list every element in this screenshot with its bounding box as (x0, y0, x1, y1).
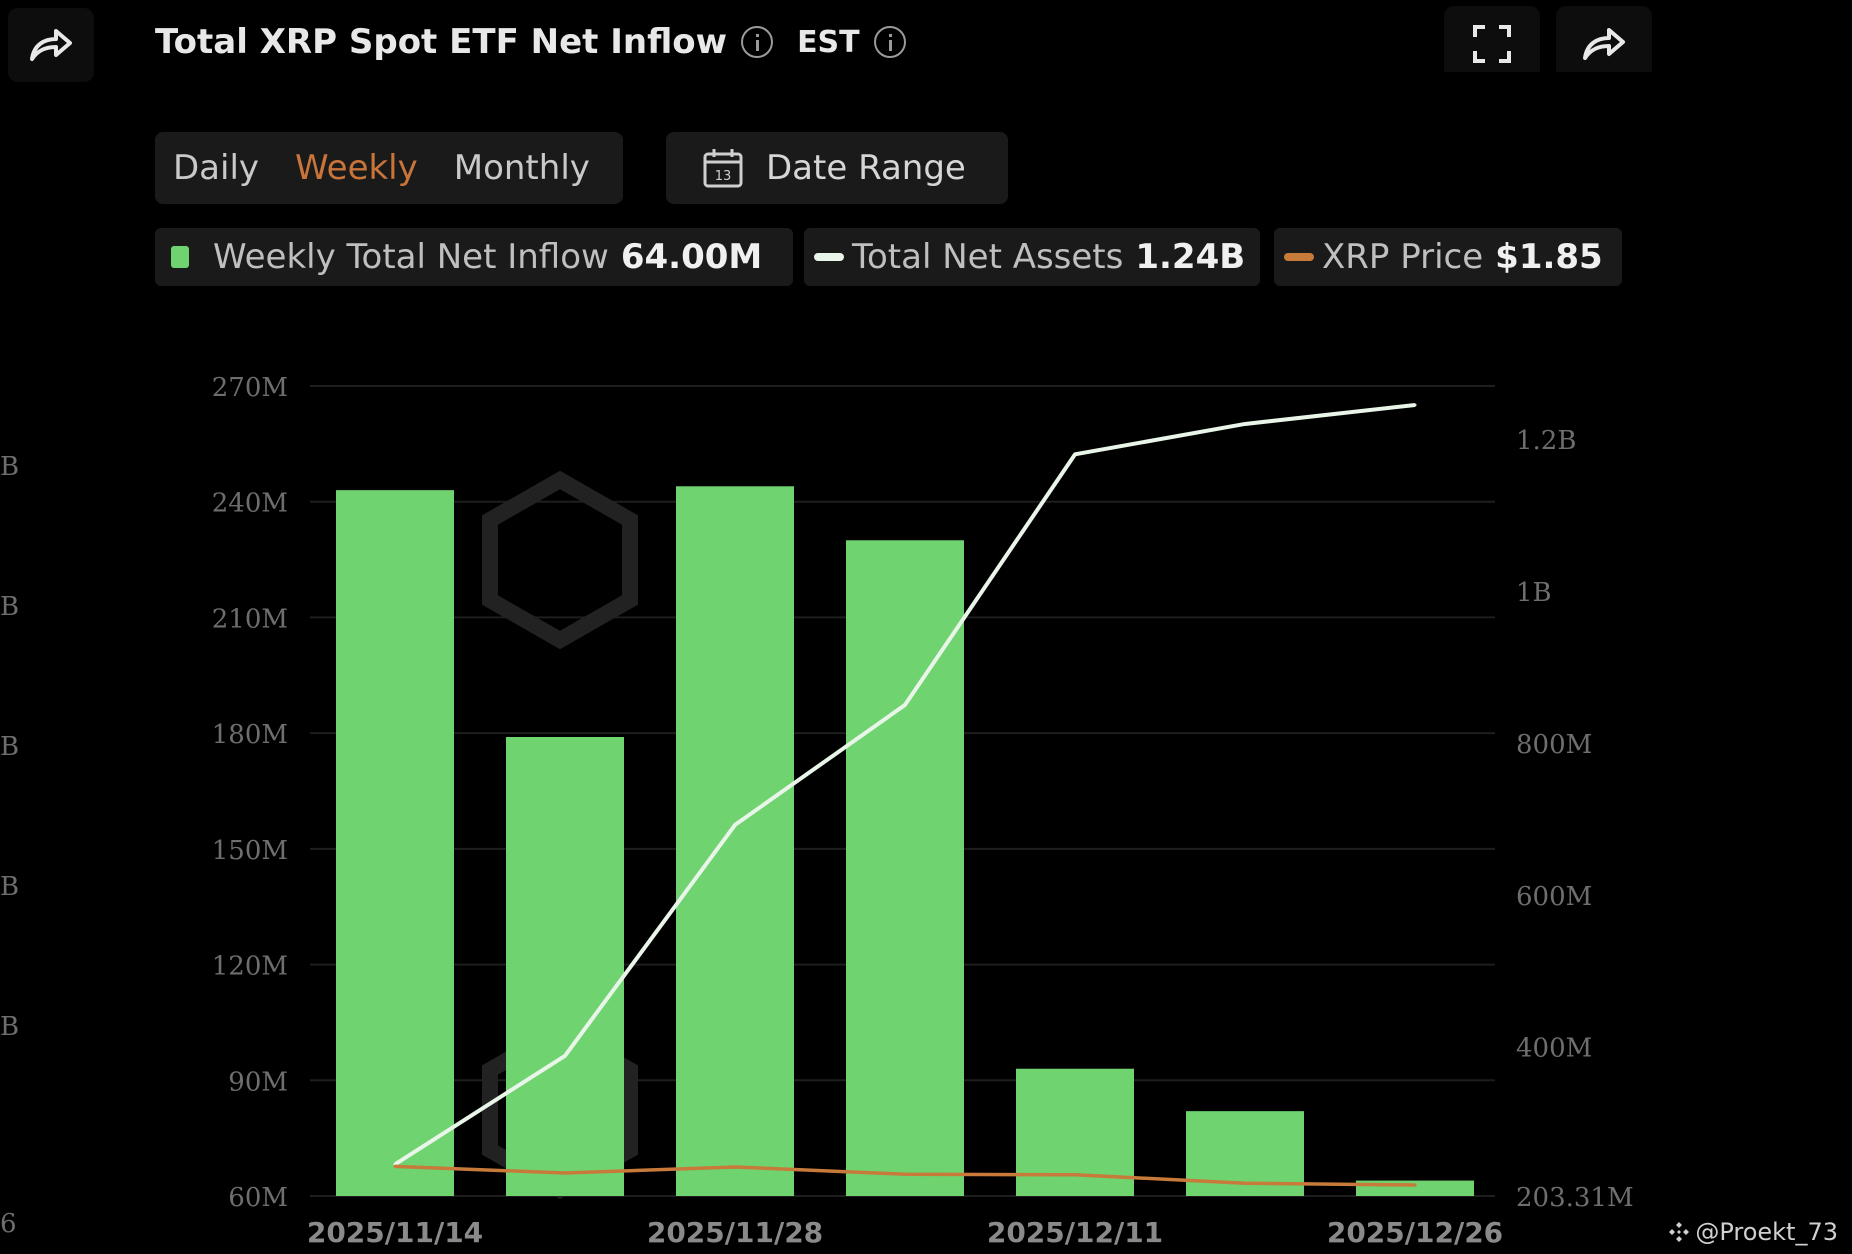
share-button-right[interactable] (1556, 6, 1652, 82)
redaction-block (1018, 72, 1836, 220)
legend-price[interactable]: XRP Price $1.85 (1274, 228, 1622, 286)
y-right-tick-label: 1B (1516, 578, 1552, 608)
inflow-bar (336, 490, 454, 1197)
y-right-tick-label: 800M (1516, 730, 1592, 760)
x-tick-label: 2025/11/14 (307, 1216, 483, 1249)
chart-title-row: Total XRP Spot ETF Net Inflow EST (155, 22, 906, 62)
tab-weekly[interactable]: Weekly (295, 148, 418, 188)
calendar-icon: 13 (703, 149, 743, 188)
edge-partial-label: 6 (0, 1209, 17, 1239)
y-left-tick-label: 90M (228, 1067, 288, 1097)
edge-partial-label: B (0, 872, 19, 902)
inflow-bar (676, 486, 794, 1196)
legend-price-label: XRP Price (1322, 237, 1484, 277)
legend-inflow-value: 64.00M (620, 237, 763, 277)
price-point (1073, 1173, 1077, 1177)
y-left-tick-label: 270M (212, 373, 288, 403)
assets-point (1413, 403, 1417, 407)
share-icon (1583, 28, 1625, 60)
date-range-button[interactable]: 13 Date Range (666, 132, 1008, 204)
fullscreen-button[interactable] (1444, 6, 1540, 82)
assets-point (1243, 422, 1247, 426)
legend-assets-label: Total Net Assets (852, 237, 1124, 277)
tab-daily[interactable]: Daily (173, 148, 260, 188)
inflow-bar (506, 737, 624, 1196)
inflow-bar (846, 540, 964, 1196)
price-point (1413, 1183, 1417, 1187)
price-point (563, 1171, 567, 1175)
y-left-tick-label: 60M (228, 1183, 288, 1213)
edge-partial-label: B (0, 732, 19, 762)
assets-point (1073, 452, 1077, 456)
legend-inflow-label: Weekly Total Net Inflow (213, 237, 609, 277)
calendar-day-text: 13 (715, 169, 732, 184)
legend-price-value: $1.85 (1495, 237, 1603, 277)
binance-logo-icon (1669, 1222, 1690, 1242)
legend-price-swatch (1284, 253, 1314, 261)
author-watermark: @Proekt_73 (1667, 1218, 1838, 1246)
y-left-tick-label: 120M (212, 952, 288, 982)
sosovalue-logo-mark (482, 470, 638, 650)
timezone-label: EST (797, 24, 860, 60)
share-icon (30, 29, 72, 61)
y-right-tick-label: 1.2B (1516, 426, 1576, 456)
info-icon[interactable] (741, 26, 774, 58)
price-point (733, 1165, 737, 1169)
page-title: Total XRP Spot ETF Net Inflow (155, 22, 728, 62)
y-left-tick-label: 240M (212, 489, 288, 519)
watermark-text: @Proekt_73 (1695, 1218, 1838, 1246)
price-point (1243, 1181, 1247, 1185)
period-tabs: Daily Weekly Monthly (155, 132, 623, 204)
y-left-tick-label: 210M (212, 604, 288, 634)
legend-assets-value: 1.24B (1135, 237, 1246, 277)
edge-partial-label: B (0, 1012, 19, 1042)
y-right-tick-label: 400M (1516, 1034, 1592, 1064)
edge-partial-label: B (0, 452, 19, 482)
timezone-info-icon[interactable] (873, 26, 906, 58)
y-left-tick-label: 150M (212, 836, 288, 866)
legend-inflow[interactable]: Weekly Total Net Inflow 64.00M (155, 228, 793, 286)
fullscreen-icon (1473, 25, 1511, 63)
assets-point (903, 703, 907, 707)
x-tick-label: 2025/11/28 (647, 1216, 823, 1249)
y-right-tick-label: 203.31M (1516, 1183, 1634, 1213)
legend-inflow-swatch (171, 246, 189, 268)
price-point (903, 1172, 907, 1176)
tab-monthly[interactable]: Monthly (453, 148, 590, 188)
share-button-left[interactable] (8, 8, 94, 82)
assets-point (563, 1054, 567, 1058)
price-point (393, 1164, 397, 1168)
x-tick-label: 2025/12/11 (987, 1216, 1163, 1249)
y-left-tick-label: 180M (212, 720, 288, 750)
legend-assets-swatch (814, 253, 844, 261)
x-tick-label: 2025/12/26 (1327, 1216, 1503, 1249)
edge-partial-label: B (0, 592, 19, 622)
y-right-tick-label: 600M (1516, 882, 1592, 912)
date-range-label: Date Range (766, 148, 966, 188)
assets-point (733, 823, 737, 827)
legend-assets[interactable]: Total Net Assets 1.24B (804, 228, 1260, 286)
